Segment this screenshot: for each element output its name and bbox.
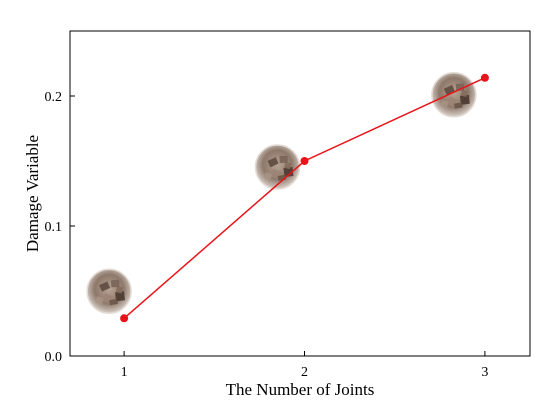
x-tick-label: 3	[481, 365, 488, 380]
y-axis-label: Damage Variable	[23, 135, 42, 252]
rock-sample-photo	[86, 268, 132, 315]
y-tick-label: 0.0	[45, 350, 63, 365]
data-point	[300, 157, 309, 165]
rock-sample-photo	[431, 72, 477, 118]
y-tick-label: 0.1	[45, 220, 63, 235]
data-point	[480, 73, 489, 82]
data-point	[120, 314, 129, 323]
x-axis-ticks: 1 2 3	[121, 351, 488, 380]
y-axis-ticks: 0.0 0.1 0.2	[45, 90, 75, 365]
rock-sample-photo	[254, 144, 301, 190]
rock-photo-group	[86, 72, 477, 315]
x-tick-label: 2	[301, 365, 308, 380]
x-tick-label: 1	[121, 365, 128, 380]
plot-frame	[69, 30, 531, 357]
x-axis-label: The Number of Joints	[226, 380, 375, 399]
series-line	[123, 77, 486, 319]
series-points	[120, 73, 489, 323]
y-tick-label: 0.2	[45, 90, 63, 105]
